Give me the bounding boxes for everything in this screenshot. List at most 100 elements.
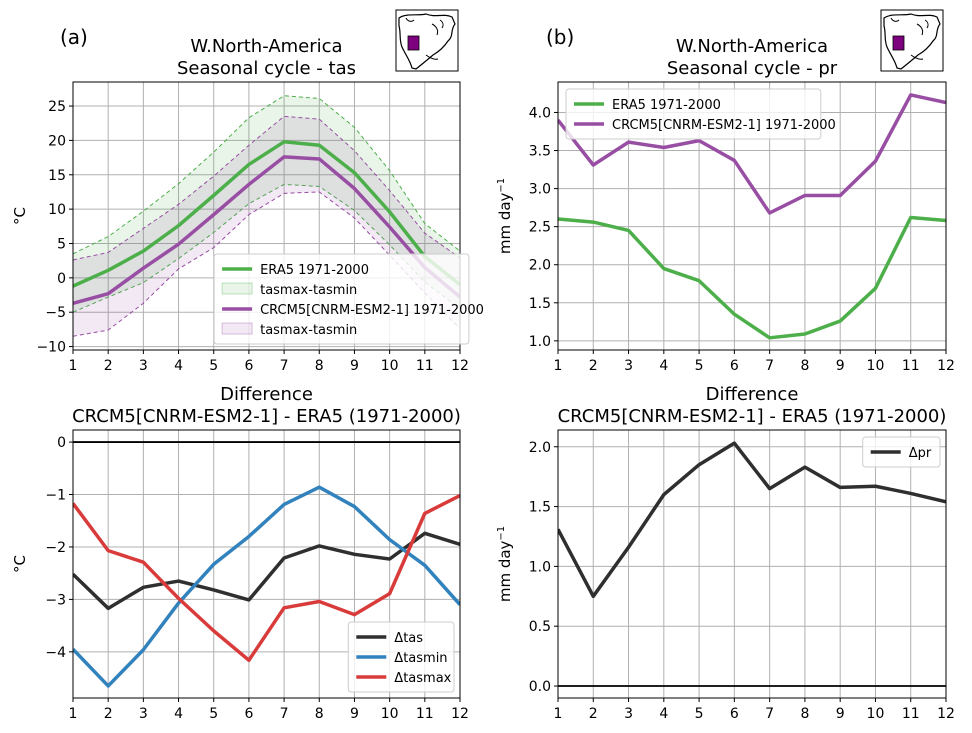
y-tick-label: 4.0: [529, 105, 551, 121]
x-tick-label: 3: [624, 358, 633, 374]
panel-b: 1 2 3 4 5 6 7 8 9 10 11 121.01.52.02.53.03.54.0mm d…: [496, 9, 955, 374]
band-upper-1: [73, 115, 460, 261]
x-tick-label: 8: [315, 706, 324, 722]
x-tick-label: 2: [104, 358, 113, 374]
x-tick-label: 5: [695, 706, 704, 722]
panel-c: 1 2 3 4 5 6 7 8 9 10 11 12−4−3−2−10°CDifferenceCRCM…: [11, 384, 469, 722]
map-coastline: [883, 13, 941, 70]
series-line-0: [558, 441, 946, 599]
y-axis-label: °C: [11, 207, 29, 225]
x-tick-label: 3: [139, 358, 148, 374]
x-tick-label: 8: [800, 358, 809, 374]
x-tick-label: 7: [765, 358, 774, 374]
axes-frame: [557, 81, 947, 351]
axes-frame: [72, 429, 461, 699]
x-tick-label: 6: [244, 358, 253, 374]
legend-label: tasmax-tasmin: [260, 323, 357, 338]
x-tick-label: 7: [765, 706, 774, 722]
legend-box: [862, 436, 941, 468]
y-tick-label: −10: [36, 340, 66, 356]
plot-area: [558, 441, 946, 687]
legend-box: [213, 253, 470, 345]
y-tick-label: 0: [57, 271, 66, 287]
legend: Δpr: [862, 436, 941, 468]
panel-a: 1 2 3 4 5 6 7 8 9 10 11 12−10−50510152025°CW.North-…: [11, 9, 484, 374]
legend: Δtas Δtasmin Δtasmax: [347, 621, 455, 693]
y-tick-label: 5: [57, 236, 66, 252]
x-tick-label: 10: [867, 358, 885, 374]
y-axis-label: °C: [11, 555, 29, 573]
x-tick-label: 2: [589, 706, 598, 722]
panel-title-line: W.North-America: [190, 36, 342, 57]
x-tick-label: 11: [902, 706, 920, 722]
x-tick-label: 1: [69, 706, 78, 722]
legend-label: ERA5 1971-2000: [612, 98, 721, 113]
y-tick-label: 10: [48, 202, 66, 218]
x-tick-label: 5: [209, 358, 218, 374]
legend-label: CRCM5[CNRM-ESM2-1] 1971-2000: [260, 303, 484, 318]
band-fill-1: [73, 116, 460, 337]
panel-d: 1 2 3 4 5 6 7 8 9 10 11 120.00.51.01.52.0mm day−1Di…: [496, 384, 955, 722]
legend-patch: [221, 322, 253, 335]
y-tick-label: 2.0: [529, 258, 551, 274]
panel-label: (b): [546, 25, 574, 49]
x-tick-label: 4: [174, 358, 183, 374]
legend-label: Δtas: [394, 631, 423, 646]
x-tick-label: 8: [800, 706, 809, 722]
x-tick-label: 1: [554, 706, 563, 722]
x-tick-label: 8: [315, 358, 324, 374]
y-tick-label: 20: [48, 133, 66, 149]
x-tick-label: 5: [695, 358, 704, 374]
x-tick-label: 6: [730, 706, 739, 722]
map-coastline: [398, 13, 456, 70]
y-tick-label: 2.5: [529, 220, 551, 236]
y-tick-label: 2.0: [529, 440, 551, 456]
x-tick-label: 10: [381, 358, 399, 374]
legend-box: [347, 621, 455, 693]
x-tick-label: 1: [554, 358, 563, 374]
x-tick-label: 12: [937, 358, 955, 374]
y-tick-label: 1.5: [529, 296, 551, 312]
x-tick-label: 5: [209, 706, 218, 722]
series-line-1: [73, 155, 460, 305]
y-tick-label: 1.5: [529, 500, 551, 516]
x-tick-label: 9: [350, 358, 359, 374]
x-tick-label: 9: [836, 358, 845, 374]
x-tick-label: 3: [624, 706, 633, 722]
x-tick-label: 4: [174, 706, 183, 722]
axes-frame: [72, 81, 461, 351]
x-tick-label: 6: [730, 358, 739, 374]
legend-box: [565, 88, 822, 140]
region-map-inset: [395, 9, 459, 72]
y-tick-label: 1.0: [529, 334, 551, 350]
x-tick-label: 2: [589, 358, 598, 374]
y-axis-label: mm day−1: [496, 178, 514, 254]
x-tick-label: 11: [416, 358, 434, 374]
y-tick-label: 25: [48, 99, 66, 115]
map-region-highlight: [892, 35, 905, 51]
x-tick-label: 10: [381, 706, 399, 722]
x-tick-label: 9: [836, 706, 845, 722]
panel-title-line: CRCM5[CNRM-ESM2-1] - ERA5 (1971-2000): [72, 406, 461, 427]
legend-label: Δtasmin: [394, 651, 447, 666]
series-line-1: [73, 485, 460, 688]
y-tick-label: 3.5: [529, 144, 551, 160]
legend-label: CRCM5[CNRM-ESM2-1] 1971-2000: [612, 118, 836, 133]
x-tick-label: 11: [902, 358, 920, 374]
series-line-0: [73, 140, 460, 288]
x-tick-label: 12: [937, 706, 955, 722]
panel-label: (a): [60, 25, 88, 49]
x-tick-label: 1: [69, 358, 78, 374]
y-tick-label: 0.5: [529, 619, 551, 635]
series-line-1: [558, 93, 946, 215]
legend-label: tasmax-tasmin: [260, 283, 357, 298]
y-tick-label: −1: [45, 488, 66, 504]
axes-frame: [557, 429, 947, 699]
legend-label: ERA5 1971-2000: [260, 263, 369, 278]
band-fill-0: [73, 95, 460, 313]
y-tick-label: 15: [48, 168, 66, 184]
legend-label: Δpr: [909, 446, 932, 461]
series-line-0: [558, 215, 946, 340]
x-tick-label: 3: [139, 706, 148, 722]
